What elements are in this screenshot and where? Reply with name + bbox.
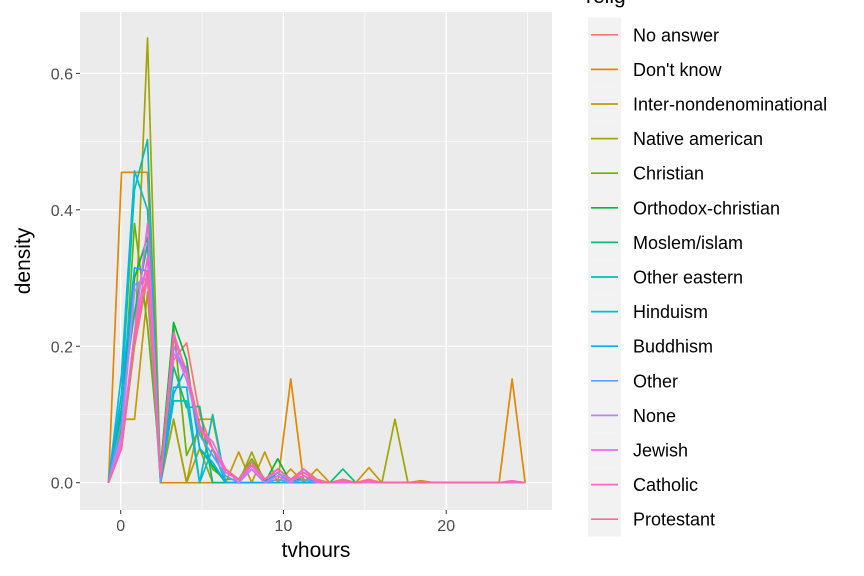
legend-label: Jewish [633, 441, 688, 461]
legend-label: Moslem/islam [633, 233, 743, 253]
x-tick-label: 20 [437, 518, 455, 535]
legend-item-protestant: Protestant [588, 501, 715, 537]
y-axis-title: density [12, 227, 35, 294]
legend-item-catholic: Catholic [588, 467, 698, 502]
y-tick-label: 0.0 [51, 476, 73, 493]
legend-item-no-answer: No answer [588, 17, 719, 53]
legend-label: Other [633, 371, 678, 391]
legend-label: Orthodox-christian [633, 198, 780, 218]
legend-item-orthodox-christian: Orthodox-christian [588, 190, 780, 226]
y-tick-label: 0.2 [51, 339, 73, 356]
legend-item-don-t-know: Don't know [588, 52, 722, 87]
legend-item-moslem-islam: Moslem/islam [588, 225, 743, 260]
x-tick-label: 10 [275, 518, 293, 535]
legend-item-hinduism: Hinduism [588, 294, 708, 329]
y-axis-ticks: 0.0 0.2 0.4 0.6 [51, 66, 80, 493]
legend-label: Christian [633, 164, 704, 184]
y-tick-label: 0.6 [51, 66, 73, 83]
legend-label: No answer [633, 25, 719, 45]
legend-label: Protestant [633, 510, 715, 530]
y-tick-label: 0.4 [51, 203, 73, 220]
legend-item-other: Other [588, 363, 678, 399]
legend-item-inter-nondenominational: Inter-nondenominational [588, 86, 827, 122]
series-line-protestant [107, 270, 526, 484]
legend-item-jewish: Jewish [588, 432, 688, 468]
legend-label: Buddhism [633, 337, 713, 357]
legend-item-none: None [588, 398, 676, 433]
series-lines [107, 37, 526, 484]
legend-item-other-eastern: Other eastern [588, 259, 743, 295]
legend-item-native-american: Native american [588, 121, 763, 156]
legend-item-buddhism: Buddhism [588, 328, 713, 364]
legend-label: Hinduism [633, 302, 708, 322]
legend-label: Inter-nondenominational [633, 95, 827, 115]
x-axis-ticks: 0 10 20 [116, 510, 455, 535]
legend-label: Don't know [633, 60, 722, 80]
legend: relig No answer Don't know Inter-nondenomi… [586, 0, 827, 537]
legend-label: Catholic [633, 475, 698, 495]
x-tick-label: 0 [116, 518, 125, 535]
legend-title: relig [586, 0, 626, 8]
legend-label: Other eastern [633, 268, 743, 288]
legend-label: Native american [633, 129, 763, 149]
legend-label: None [633, 406, 676, 426]
legend-item-christian: Christian [588, 155, 704, 191]
x-axis-title: tvhours [282, 539, 351, 562]
